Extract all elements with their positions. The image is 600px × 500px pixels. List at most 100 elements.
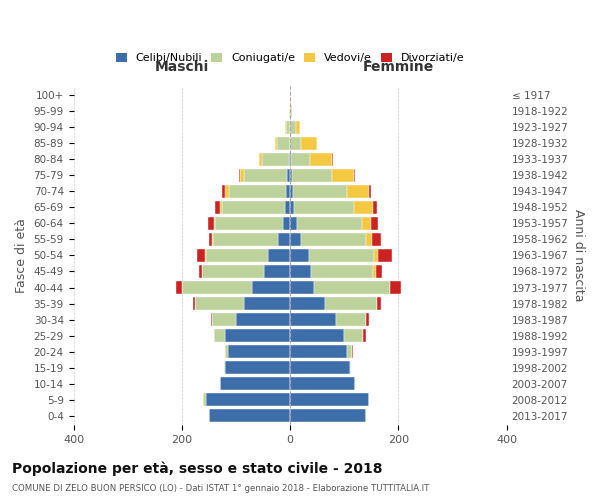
Bar	[225, 329, 290, 342]
Bar	[214, 329, 225, 342]
Bar	[391, 281, 401, 294]
Bar	[336, 313, 366, 326]
Bar	[368, 185, 371, 198]
Bar	[310, 153, 332, 166]
Bar	[215, 201, 220, 214]
Text: COMUNE DI ZELO BUON PERSICO (LO) - Dati ISTAT 1° gennaio 2018 - Elaborazione TUT: COMUNE DI ZELO BUON PERSICO (LO) - Dati …	[12, 484, 430, 493]
Bar	[290, 345, 347, 358]
Bar	[362, 217, 371, 230]
Bar	[296, 120, 300, 134]
Text: Femmine: Femmine	[363, 60, 434, 74]
Bar	[379, 249, 392, 262]
Bar	[332, 153, 333, 166]
Bar	[291, 104, 292, 118]
Bar	[292, 169, 332, 182]
Bar	[285, 201, 290, 214]
Bar	[371, 217, 378, 230]
Bar	[268, 249, 290, 262]
Text: Maschi: Maschi	[155, 60, 209, 74]
Bar	[290, 169, 292, 182]
Bar	[262, 153, 289, 166]
Bar	[373, 265, 376, 278]
Bar	[214, 217, 215, 230]
Bar	[301, 136, 317, 150]
Bar	[290, 201, 295, 214]
Bar	[212, 233, 213, 246]
Bar	[366, 233, 373, 246]
Bar	[291, 153, 310, 166]
Bar	[212, 313, 236, 326]
Bar	[354, 201, 373, 214]
Bar	[289, 104, 290, 118]
Bar	[290, 377, 355, 390]
Bar	[290, 409, 366, 422]
Bar	[363, 329, 366, 342]
Bar	[220, 377, 290, 390]
Bar	[240, 169, 244, 182]
Bar	[208, 217, 214, 230]
Bar	[176, 281, 182, 294]
Bar	[287, 169, 290, 182]
Bar	[277, 136, 290, 150]
Bar	[283, 217, 290, 230]
Bar	[314, 281, 391, 294]
Bar	[344, 329, 363, 342]
Bar	[228, 345, 290, 358]
Bar	[373, 233, 380, 246]
Bar	[290, 217, 296, 230]
Bar	[290, 313, 336, 326]
Bar	[225, 345, 228, 358]
Bar	[295, 201, 354, 214]
Bar	[199, 265, 202, 278]
Bar	[325, 297, 377, 310]
Bar	[205, 249, 206, 262]
Bar	[290, 329, 344, 342]
Bar	[347, 185, 368, 198]
Bar	[290, 120, 296, 134]
Text: Popolazione per età, sesso e stato civile - 2018: Popolazione per età, sesso e stato civil…	[12, 461, 383, 475]
Bar	[352, 345, 353, 358]
Y-axis label: Anni di nascita: Anni di nascita	[572, 209, 585, 302]
Bar	[193, 297, 196, 310]
Bar	[286, 120, 290, 134]
Bar	[206, 249, 268, 262]
Bar	[275, 136, 277, 150]
Bar	[290, 233, 301, 246]
Bar	[197, 249, 205, 262]
Bar	[278, 233, 290, 246]
Bar	[239, 169, 240, 182]
Bar	[225, 361, 290, 374]
Bar	[354, 169, 355, 182]
Bar	[206, 393, 290, 406]
Bar	[252, 281, 290, 294]
Bar	[202, 265, 264, 278]
Bar	[290, 393, 368, 406]
Bar	[236, 313, 290, 326]
Bar	[290, 104, 291, 118]
Bar	[289, 153, 290, 166]
Bar	[373, 201, 377, 214]
Bar	[290, 281, 314, 294]
Bar	[290, 153, 291, 166]
Bar	[311, 265, 373, 278]
Bar	[301, 233, 366, 246]
Bar	[244, 297, 290, 310]
Bar	[377, 297, 381, 310]
Bar	[224, 185, 229, 198]
Bar	[350, 361, 351, 374]
Bar	[209, 233, 212, 246]
Bar	[290, 265, 311, 278]
Bar	[366, 313, 368, 326]
Bar	[215, 217, 283, 230]
Bar	[213, 233, 278, 246]
Bar	[244, 169, 287, 182]
Bar	[332, 169, 354, 182]
Bar	[264, 265, 290, 278]
Bar	[290, 297, 325, 310]
Bar	[211, 313, 212, 326]
Bar	[374, 249, 379, 262]
Bar	[290, 249, 309, 262]
Bar	[259, 153, 262, 166]
Bar	[293, 185, 347, 198]
Legend: Celibi/Nubili, Coniugati/e, Vedovi/e, Divorziati/e: Celibi/Nubili, Coniugati/e, Vedovi/e, Di…	[113, 50, 467, 66]
